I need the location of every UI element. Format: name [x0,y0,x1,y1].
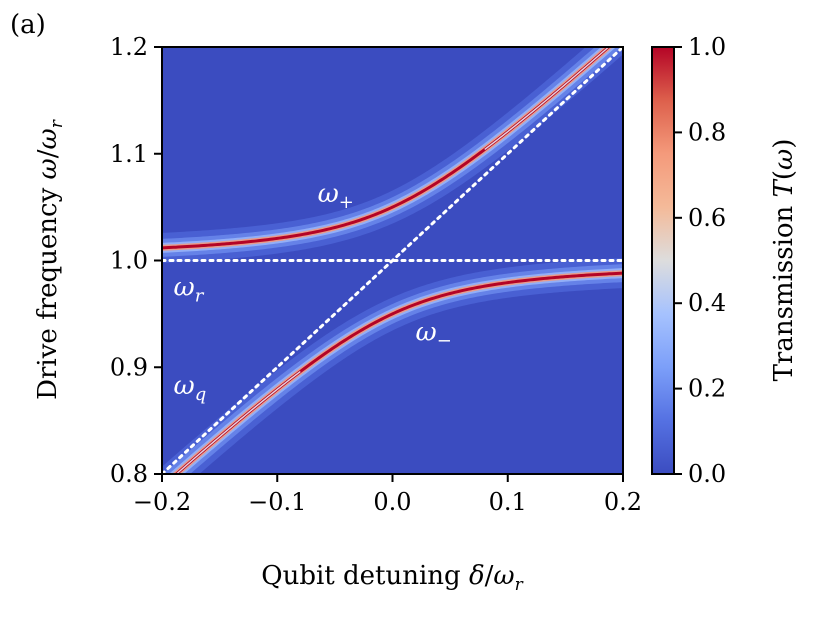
colorbar-frame [651,46,675,475]
colorbar-tick-label: 0.2 [688,375,726,403]
annotations: ω+ ω− ωr ωq [174,179,452,405]
y-axis-ticks: 0.8 0.9 1.0 1.1 1.2 [110,33,162,488]
colorbar-gradient [652,47,674,474]
y-tick-label: 1.1 [110,140,148,168]
annotation-plus: ω+ [318,179,354,213]
heatmap-layers [162,47,623,474]
x-tick-label: −0.2 [133,488,191,516]
annotation-qubit: ωq [174,371,207,405]
x-axis-label: Qubit detuning δ/ωr [261,561,523,595]
x-axis-label-text: Qubit detuning [261,561,469,591]
reference-line-qubit [162,47,623,474]
colorbar-ticks: 0.0 0.2 0.4 0.6 0.8 1.0 [674,33,726,488]
colorbar-tick-label: 0.4 [688,289,726,317]
y-axis-label: Drive frequency ω/ωr [33,119,67,400]
x-tick-label: −0.1 [248,488,306,516]
x-tick-label: 0.0 [373,488,411,516]
colorbar-tick-label: 0.6 [688,204,726,232]
annotation-minus: ω− [416,318,452,352]
colorbar-tick-label: 0.8 [688,118,726,146]
y-tick-label: 0.9 [110,353,148,381]
colorbar-label: Transmission T(ω) [769,139,799,382]
panel-label: (a) [10,10,46,40]
colorbar-tick-label: 1.0 [688,33,726,61]
annotation-res: ωr [174,273,205,307]
y-tick-label: 1.2 [110,33,148,61]
x-tick-label: 0.1 [489,488,527,516]
qubit-like-line [484,47,610,151]
qubit-like-line [175,370,301,474]
x-axis-ticks: −0.2 −0.1 0.0 0.1 0.2 [133,474,642,516]
y-tick-label: 0.8 [110,460,148,488]
x-tick-label: 0.2 [604,488,642,516]
y-tick-label: 1.0 [110,247,148,275]
colorbar-tick-label: 0.0 [688,460,726,488]
colorbar: 0.0 0.2 0.4 0.6 0.8 1.0 Transmission T(ω) [651,33,799,488]
heatmap: ω+ ω− ωr ωq [161,46,624,475]
